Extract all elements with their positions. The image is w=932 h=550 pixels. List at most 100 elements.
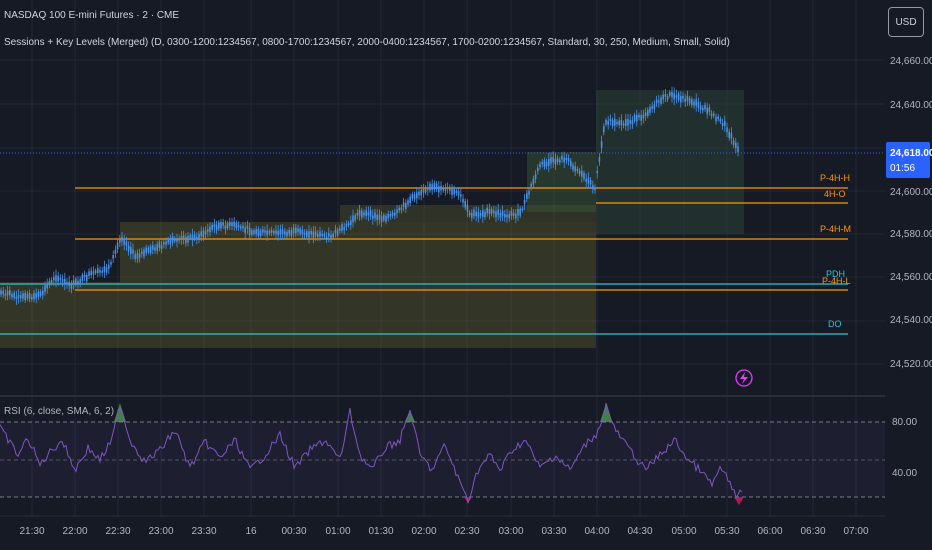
candle-body (314, 231, 317, 236)
candle-body (345, 224, 348, 227)
candle-body (145, 247, 147, 253)
candle-body (649, 107, 651, 113)
candle-body (288, 229, 290, 235)
candle-body (20, 295, 22, 299)
candle-body (737, 146, 739, 153)
candle-body (369, 209, 372, 217)
countdown-timer: 01:56 (890, 163, 915, 174)
candle-body (717, 116, 719, 120)
candle-body (323, 234, 326, 237)
candle-body (66, 282, 68, 285)
candle-body (136, 253, 139, 260)
candle-body (325, 236, 328, 239)
candle-body (730, 133, 733, 139)
alert-flash-icon[interactable] (735, 369, 753, 387)
candle-body (334, 229, 337, 233)
candle-body (545, 161, 548, 167)
candle-body (222, 222, 224, 226)
candle-body (94, 270, 97, 274)
candle-body (48, 281, 51, 286)
candle-body (633, 114, 636, 122)
rsi-overbought-fill (600, 404, 612, 422)
current-price-badge (886, 142, 930, 178)
candle-body (226, 222, 229, 229)
candle-body (81, 274, 84, 281)
candle-body (130, 247, 132, 255)
candle-body (176, 239, 178, 242)
candle-body (253, 230, 255, 234)
candle-body (231, 222, 233, 226)
candle-body (418, 191, 420, 196)
candle-body (13, 293, 15, 298)
time-axis[interactable] (0, 516, 932, 550)
candle-body (163, 241, 165, 245)
candle-body (530, 183, 532, 189)
indicator-title[interactable]: Sessions + Key Levels (Merged) (D, 0300-… (4, 37, 730, 48)
candle-body (497, 209, 499, 215)
candle-body (292, 227, 295, 234)
candle-body (200, 231, 202, 237)
candle-body (402, 202, 405, 207)
price-axis[interactable] (885, 0, 932, 516)
candle-body (501, 210, 504, 216)
candle-body (387, 213, 389, 219)
candle-body (552, 156, 554, 163)
candle-body (556, 158, 559, 163)
candle-body (710, 113, 713, 117)
candle-body (565, 157, 568, 160)
candle-body (512, 212, 515, 216)
candle-body (699, 105, 702, 110)
candle-body (673, 93, 675, 100)
time-tick: 01:30 (368, 526, 393, 537)
candle-body (435, 183, 438, 190)
candle-body (453, 188, 455, 195)
candle-body (724, 121, 726, 126)
candle-body (86, 275, 88, 282)
candle-body (31, 296, 33, 300)
candle-body (578, 170, 581, 175)
candle-body (451, 188, 453, 195)
candle-body (242, 225, 244, 229)
candle-body (297, 228, 299, 232)
candle-body (185, 236, 187, 244)
candle-body (686, 95, 689, 101)
candle-body (517, 208, 519, 216)
candle-body (475, 211, 477, 216)
candle-body (352, 215, 354, 223)
candle-body (268, 230, 271, 234)
candle-body (732, 140, 735, 146)
candle-body (400, 207, 403, 211)
currency-button[interactable]: USD (888, 7, 924, 37)
candle-body (244, 227, 246, 234)
candle-body (438, 186, 440, 193)
candle-body (691, 99, 693, 106)
candle-body (506, 214, 508, 218)
candle-body (90, 270, 92, 276)
candle-body (541, 162, 543, 165)
candle-body (616, 121, 618, 125)
candle-body (721, 122, 724, 126)
candle-body (114, 249, 117, 254)
time-tick: 06:30 (800, 526, 825, 537)
candle-body (68, 281, 70, 286)
symbol-title[interactable]: NASDAQ 100 E-mini Futures · 2 · CME (4, 10, 180, 21)
candle-body (281, 229, 284, 234)
session-box-premarket (527, 152, 596, 212)
candle-body (396, 209, 398, 214)
candle-body (479, 213, 482, 216)
candle-body (70, 284, 73, 289)
candle-body (59, 277, 62, 280)
rsi-title[interactable]: RSI (6, close, SMA, 6, 2) (4, 406, 114, 417)
candle-body (99, 270, 101, 273)
candle-body (279, 229, 282, 235)
level-label-p4hh: P-4H-H (820, 173, 850, 183)
candle-body (152, 245, 154, 250)
rsi-tick: 80.00 (892, 417, 917, 428)
candle-body (515, 213, 517, 219)
candle-body (356, 212, 359, 216)
time-tick: 22:30 (105, 526, 130, 537)
candle-body (576, 168, 579, 172)
candle-body (420, 189, 422, 196)
candle-body (719, 118, 722, 122)
